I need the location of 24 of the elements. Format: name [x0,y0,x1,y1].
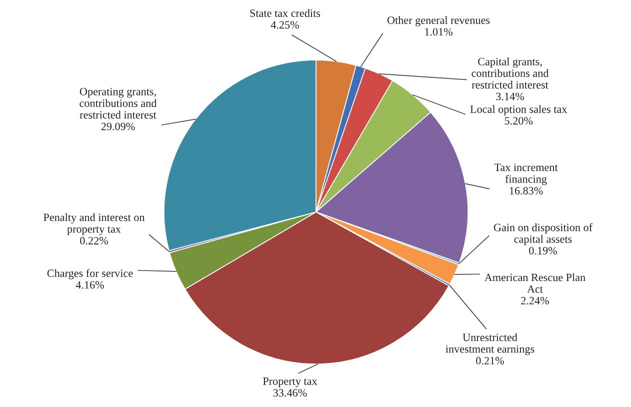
slice-label: Penalty and interest on property tax [44,213,145,236]
data-label: 4.16% [76,281,104,289]
data-label: 0.21% [476,356,504,364]
slice-label: Charges for service [47,269,133,280]
slice-label: Capital grants, contributions and restricted interest [472,58,549,89]
data-label: 3.14% [496,92,524,100]
data-label: 33.46% [273,389,307,397]
data-label: 5.20% [504,117,533,125]
slice-label: Tax increment financing [494,164,558,186]
data-label: 29.09% [101,122,135,130]
slice-label: Operating grants, contributions and restricted interest [80,88,157,119]
slice-label: Local option sales tax [470,105,568,116]
slice-label: Property tax [263,378,318,388]
slice-label: American Rescue Plan Act [484,273,586,293]
slice-label: State tax credits [250,9,320,17]
slice-label: Other general revenues [387,16,490,26]
data-label: 1.01% [425,28,452,36]
data-label: 0.19% [529,246,557,255]
data-label: 0.22% [80,236,108,244]
slice-label: Gain on disposition of capital assets [494,223,593,246]
data-label: 16.83% [510,186,543,195]
data-label: 4.25% [270,21,299,29]
slice-label: Unrestricted investment earnings [446,333,534,356]
data-label: 2.24% [521,296,549,304]
